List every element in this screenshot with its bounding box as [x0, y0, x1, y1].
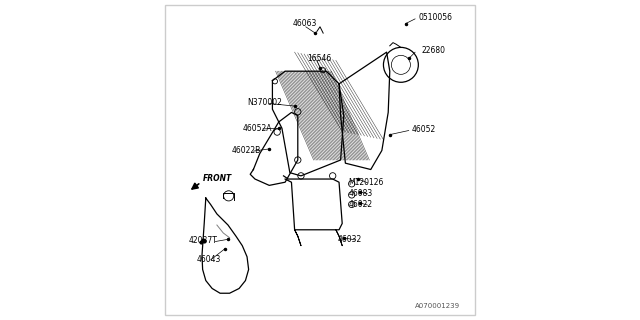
Text: 0510056: 0510056 [419, 13, 452, 22]
Text: 22680: 22680 [422, 46, 445, 55]
Text: 46063: 46063 [293, 19, 317, 28]
Text: 42037T: 42037T [188, 236, 217, 245]
Text: 46022B: 46022B [231, 146, 260, 155]
Text: M120126: M120126 [349, 178, 384, 187]
Text: 46043: 46043 [196, 255, 221, 264]
Text: FRONT: FRONT [203, 174, 232, 183]
Text: 46022: 46022 [349, 200, 372, 209]
Text: N370002: N370002 [247, 99, 282, 108]
Text: 46032: 46032 [337, 235, 362, 244]
Text: 46083: 46083 [349, 189, 373, 198]
Text: 46052A: 46052A [243, 124, 272, 133]
Text: A070001239: A070001239 [415, 303, 460, 309]
Text: 46052: 46052 [412, 125, 436, 134]
Text: 16546: 16546 [307, 54, 332, 63]
